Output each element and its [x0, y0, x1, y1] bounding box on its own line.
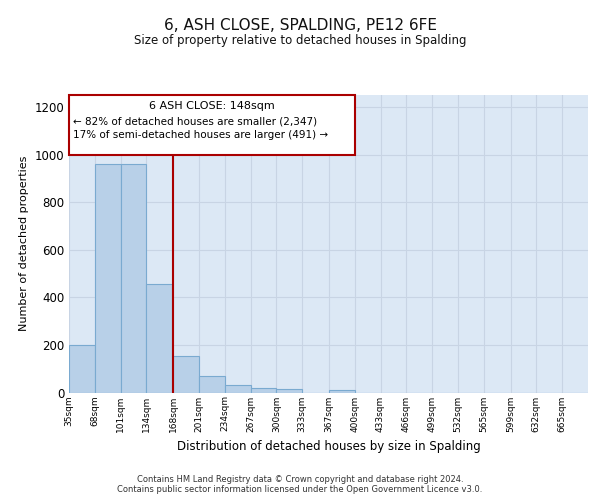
Bar [251, 388, 277, 392]
Bar [225, 386, 251, 392]
X-axis label: Distribution of detached houses by size in Spalding: Distribution of detached houses by size … [176, 440, 481, 453]
Bar [69, 345, 95, 393]
Bar [329, 390, 355, 392]
Bar [277, 389, 302, 392]
Text: 17% of semi-detached houses are larger (491) →: 17% of semi-detached houses are larger (… [73, 130, 328, 140]
Text: Contains HM Land Registry data © Crown copyright and database right 2024.
Contai: Contains HM Land Registry data © Crown c… [118, 474, 482, 494]
Bar [95, 164, 121, 392]
Y-axis label: Number of detached properties: Number of detached properties [19, 156, 29, 332]
FancyBboxPatch shape [68, 95, 355, 154]
Text: 6 ASH CLOSE: 148sqm: 6 ASH CLOSE: 148sqm [149, 101, 275, 111]
Bar [121, 164, 146, 392]
Text: Size of property relative to detached houses in Spalding: Size of property relative to detached ho… [134, 34, 466, 47]
Bar [199, 376, 225, 392]
Bar [146, 284, 172, 393]
Text: ← 82% of detached houses are smaller (2,347): ← 82% of detached houses are smaller (2,… [73, 116, 317, 126]
Text: 6, ASH CLOSE, SPALDING, PE12 6FE: 6, ASH CLOSE, SPALDING, PE12 6FE [163, 18, 437, 32]
Bar [173, 356, 199, 393]
